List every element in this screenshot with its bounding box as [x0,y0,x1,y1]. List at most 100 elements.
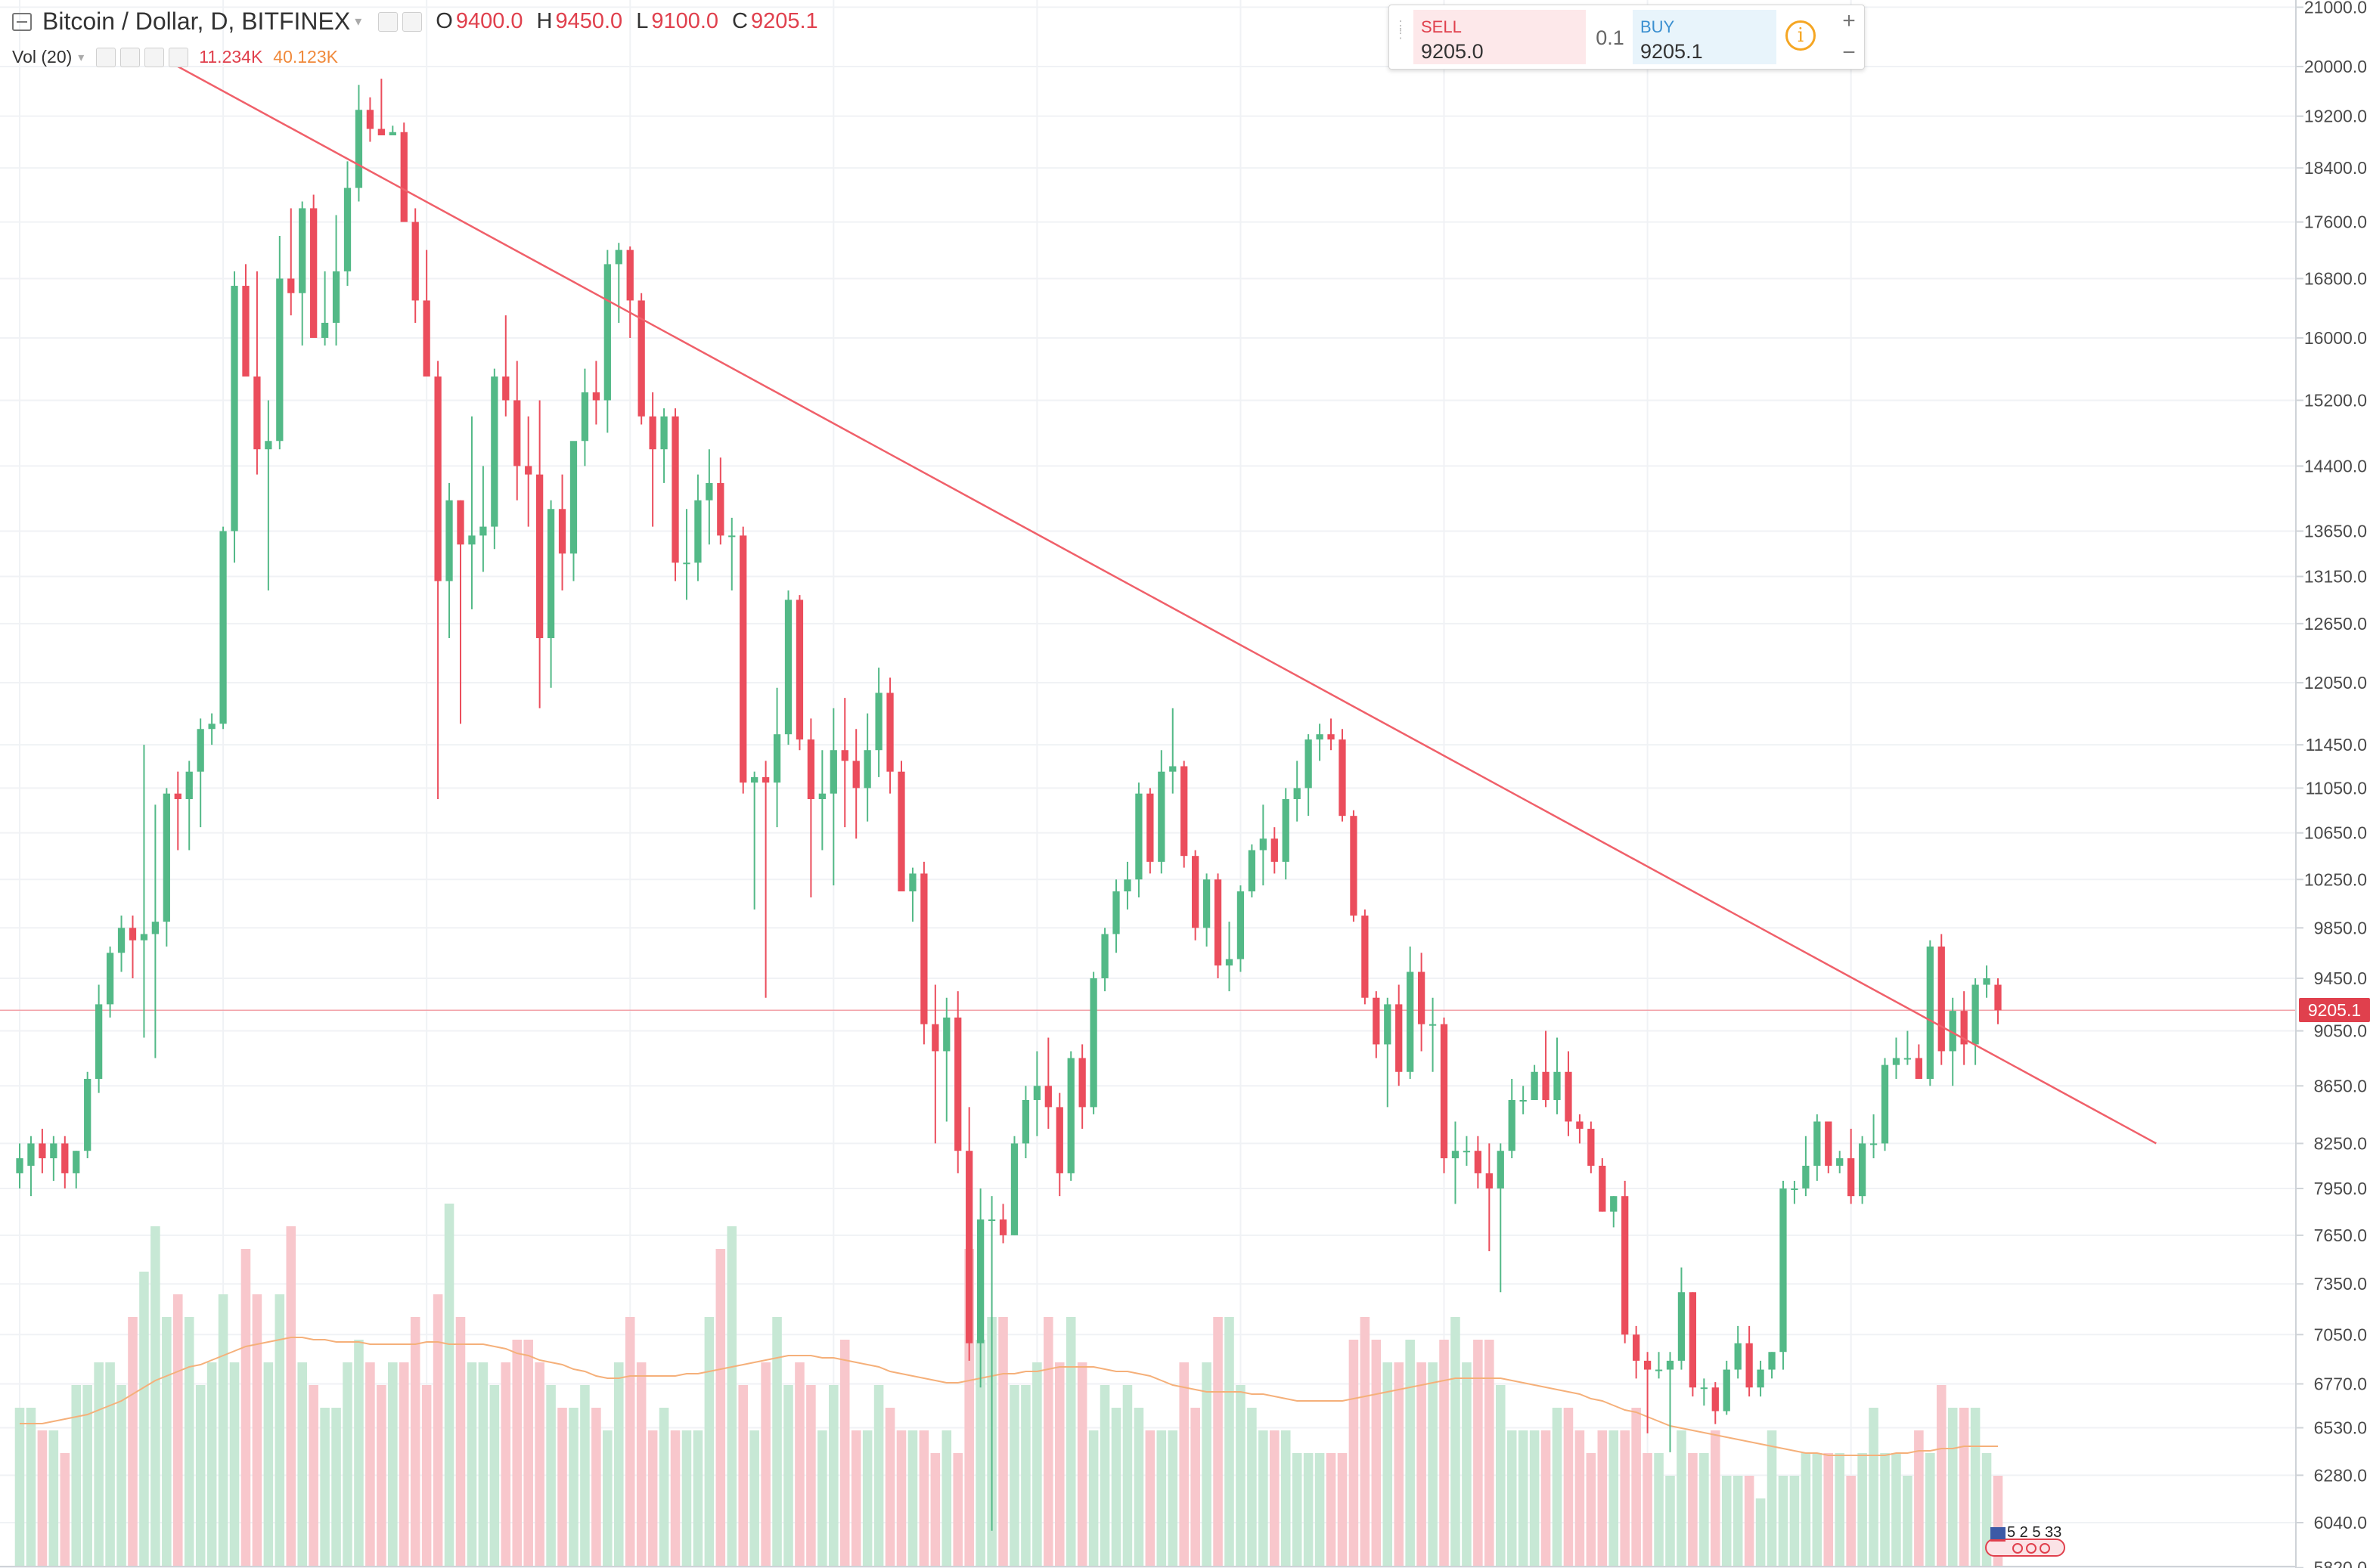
candle-body [547,509,555,639]
close-icon[interactable] [169,47,189,67]
chevron-down-icon[interactable]: ▾ [355,14,362,29]
drag-handle-icon[interactable]: ⋮⋮ ⋮⋮ [1394,18,1421,41]
spread-value: 0.1 [1596,26,1624,49]
candle-body [1440,1024,1448,1159]
market-clock: 5 2 5 33 [2007,1524,2062,1541]
volume-bar [1224,1317,1234,1566]
candle-body [706,482,713,500]
volume-bar [162,1317,172,1566]
candle-body [1022,1099,1030,1144]
volume-bar [1032,1362,1042,1566]
candlesticks [16,79,2002,1531]
candle-body [1677,1292,1686,1361]
eye-icon[interactable] [378,11,399,32]
candle-body [1124,879,1131,892]
high-label: H [536,9,553,33]
minus-button[interactable]: − [1842,40,1856,65]
volume-bar [1247,1408,1257,1566]
plus-button[interactable]: + [1842,8,1856,33]
volume-bar [455,1317,466,1566]
volume-bar [444,1204,454,1566]
volume-bar [1382,1362,1393,1566]
volume-bar [1857,1453,1867,1566]
volume-indicator-label[interactable]: Vol (20) [12,47,73,67]
candle-body [445,500,453,581]
volume-bar [240,1249,251,1566]
us-flag-icon[interactable]: 5 2 5 33 [1984,1524,2068,1559]
volume-bar [523,1340,533,1566]
volume-bar [354,1340,364,1566]
settings-icon[interactable] [120,47,141,67]
eye-icon[interactable] [96,47,116,67]
price-tick-label: 6040.0 [2314,1513,2367,1532]
candle-body [332,271,340,323]
volume-bar [1337,1453,1348,1566]
high-value: 9450.0 [555,9,623,33]
candle-body [1847,1158,1855,1197]
menu-icon[interactable] [12,12,32,31]
volume-bar [1280,1430,1291,1566]
candle-body [1259,838,1267,851]
candle-body [1519,1099,1527,1102]
candle-body [1565,1071,1572,1122]
volume-bar [94,1362,104,1566]
candle-body [762,776,770,783]
volume-bar [173,1294,183,1566]
price-tick-label: 7650.0 [2314,1226,2367,1245]
add-icon[interactable] [144,47,165,67]
volume-bar [206,1362,217,1566]
candle-body [1350,816,1357,916]
volume-bar [1405,1340,1415,1566]
candle-body [1802,1165,1810,1189]
chevron-down-icon[interactable]: ▾ [78,51,85,64]
symbol-title[interactable]: Bitcoin / Dollar, D, BITFINEX [42,8,351,35]
sell-button[interactable]: SELL 9205.0 [1413,10,1586,64]
volume-bar [715,1249,726,1566]
volume-bar [1088,1430,1099,1566]
settings-icon[interactable] [402,11,423,32]
candle-body [276,278,284,442]
volume-bar [829,1385,839,1566]
candle-body [1033,1086,1041,1100]
candle-body [626,249,634,301]
volume-bar [783,1385,793,1566]
buy-button[interactable]: BUY 9205.1 [1633,10,1776,64]
volume-bar [1100,1385,1110,1566]
volume-bar [1947,1408,1958,1566]
volume-bar [1540,1430,1551,1566]
price-tick-label: 10650.0 [2304,823,2367,843]
volume-bar [625,1317,635,1566]
volume-bar [60,1453,70,1566]
volume-bar [862,1430,873,1566]
volume-bar [433,1294,443,1566]
candle-body [1836,1158,1844,1166]
open-label: O [436,9,453,33]
volume-bar [1439,1340,1449,1566]
volume-bar [71,1385,82,1566]
price-tick-label: 17600.0 [2304,212,2367,232]
candle-body [536,474,544,639]
volume-bar [1981,1453,1992,1566]
candle-body [525,466,532,475]
buy-price: 9205.1 [1640,40,1703,63]
candle-body [1791,1188,1798,1191]
info-icon[interactable]: i [1785,20,1816,51]
price-tick-label: 20000.0 [2304,57,2367,76]
volume-bar [1778,1476,1788,1566]
descending-trendline[interactable] [177,65,2157,1145]
volume-bar [1518,1430,1528,1566]
candle-body [1463,1151,1471,1153]
candle-body [1881,1064,1889,1144]
volume-bar [557,1408,567,1566]
volume-bar [1970,1408,1981,1566]
price-axis[interactable]: 21000.0 20000.0 19200.0 18400.0 17600.0 16800… [2296,0,2367,1568]
volume-bar [512,1340,523,1566]
volume-bar [195,1385,206,1566]
candle-body [717,482,724,536]
volume-bar [1677,1430,1686,1566]
volume-bar [1959,1408,1969,1566]
candle-body [1813,1121,1821,1166]
volume-bar [229,1362,240,1566]
candle-body [106,953,114,1005]
